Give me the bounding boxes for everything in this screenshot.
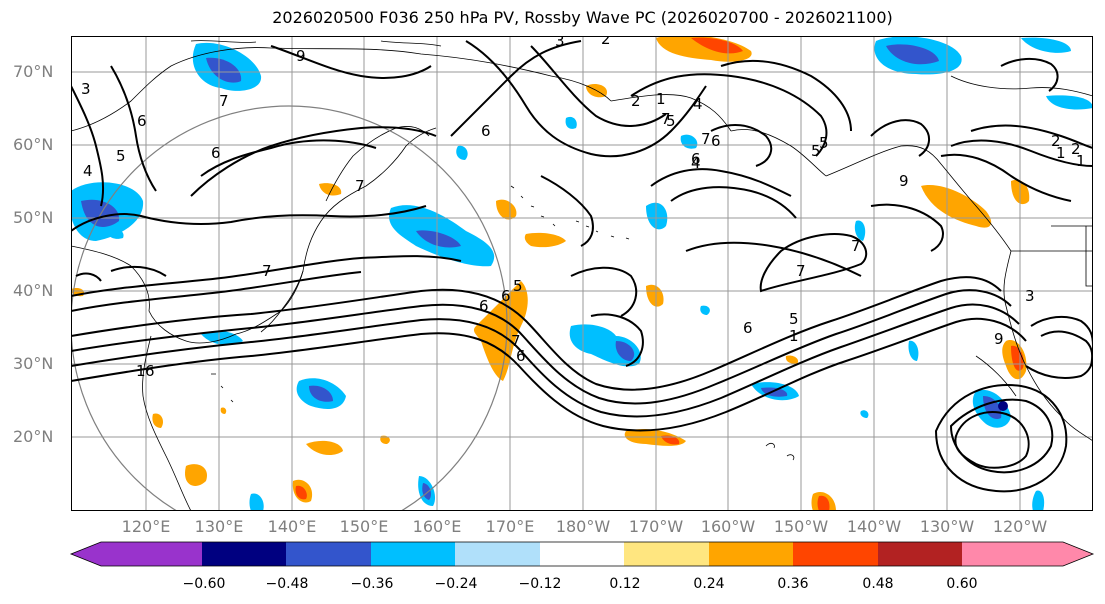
colorbar-tick-label: −0.36 bbox=[350, 576, 394, 592]
contour-label: 5 bbox=[789, 310, 799, 328]
lat-label-40n: 40°N bbox=[13, 281, 54, 300]
contour-label: 6 bbox=[501, 287, 511, 305]
contour-label: 9 bbox=[296, 47, 306, 65]
contour-label: 2 bbox=[631, 92, 641, 110]
contour-label: 1 bbox=[789, 327, 799, 345]
lon-label-130e: 130°E bbox=[194, 517, 244, 536]
colorbar-outline bbox=[69, 541, 1095, 567]
lat-label-70n: 70°N bbox=[13, 62, 54, 81]
contour-label: 3 bbox=[81, 80, 91, 98]
contour-label: 6 bbox=[211, 144, 221, 162]
lat-label-60n: 60°N bbox=[13, 135, 54, 154]
contour-label: 5 bbox=[811, 142, 821, 160]
contour-label: 6 bbox=[711, 132, 721, 150]
contour-label: 1 bbox=[136, 362, 146, 380]
colorbar-segment bbox=[793, 542, 878, 566]
lon-label-150w: 150°W bbox=[773, 517, 829, 536]
contour-label: 3 bbox=[555, 36, 565, 50]
lon-label-140e: 140°E bbox=[267, 517, 317, 536]
contour-label: 6 bbox=[481, 122, 491, 140]
contour-label: 2 bbox=[601, 36, 611, 48]
contour-label: 9 bbox=[899, 172, 909, 190]
lon-label-160w: 160°W bbox=[700, 517, 756, 536]
map-panel[interactable]: 3 2 7 6 5 4 6 7 7 6 2 1 7 6 4 5 7 6 5 9 … bbox=[71, 36, 1093, 511]
contour-label: 3 bbox=[1025, 287, 1035, 305]
pv-negative-shading bbox=[71, 36, 1093, 511]
contour-label: 7 bbox=[219, 92, 229, 110]
region-circle bbox=[71, 105, 508, 511]
contour-label: 6 bbox=[743, 319, 753, 337]
lon-label-120w: 120°W bbox=[992, 517, 1048, 536]
colorbar-tick-label: 0.60 bbox=[946, 576, 978, 592]
contour-label: 9 bbox=[994, 330, 1004, 348]
lon-label-170w: 170°W bbox=[628, 517, 684, 536]
colorbar bbox=[69, 541, 1095, 567]
colorbar-tick-label: −0.48 bbox=[265, 576, 309, 592]
contour-label: 1 bbox=[1056, 144, 1066, 162]
lat-label-50n: 50°N bbox=[13, 208, 54, 227]
colorbar-tick-label: 0.12 bbox=[609, 576, 641, 592]
lon-label-180w: 180°W bbox=[555, 517, 611, 536]
map-background bbox=[71, 36, 1093, 511]
contour-label: 5 bbox=[116, 147, 126, 165]
lat-label-30n: 30°N bbox=[13, 354, 54, 373]
contour-label: 7 bbox=[796, 262, 806, 280]
colorbar-tick-label: −0.12 bbox=[518, 576, 562, 592]
contour-label: 7 bbox=[262, 262, 272, 280]
lon-label-130w: 130°W bbox=[919, 517, 975, 536]
colorbar-segment bbox=[71, 542, 202, 566]
colorbar-tick-label: 0.36 bbox=[777, 576, 809, 592]
lat-label-20n: 20°N bbox=[13, 427, 54, 446]
colorbar-segment bbox=[624, 542, 709, 566]
contour-label: 5 bbox=[819, 134, 829, 152]
lon-label-150e: 150°E bbox=[339, 517, 389, 536]
contour-label: 6 bbox=[691, 150, 701, 168]
colorbar-segment bbox=[540, 542, 624, 566]
pv-contours bbox=[71, 40, 1093, 493]
lon-label-160e: 160°E bbox=[412, 517, 462, 536]
colorbar-tick-label: −0.60 bbox=[182, 576, 226, 592]
contour-label: 7 bbox=[511, 332, 521, 350]
colorbar-segment bbox=[455, 542, 540, 566]
contour-label: 6 bbox=[137, 112, 147, 130]
lon-label-120e: 120°E bbox=[121, 517, 171, 536]
contour-label: 7 bbox=[851, 237, 861, 255]
colorbar-segment bbox=[709, 542, 793, 566]
contour-label: 7 bbox=[701, 130, 711, 148]
colorbar-segment bbox=[202, 542, 286, 566]
contour-label: 2 bbox=[1071, 140, 1081, 158]
contour-label: 7 bbox=[355, 177, 365, 195]
contour-label: 6 bbox=[516, 347, 526, 365]
contour-label: 6 bbox=[145, 362, 155, 380]
contour-label: 4 bbox=[693, 95, 703, 113]
contour-label: 5 bbox=[513, 277, 523, 295]
colorbar-segment bbox=[878, 542, 962, 566]
contour-label: 5 bbox=[666, 112, 676, 130]
colorbar-segment bbox=[962, 542, 1093, 566]
contour-label: 4 bbox=[691, 154, 701, 172]
colorbar-segment bbox=[371, 542, 455, 566]
contour-label: 1 bbox=[656, 90, 666, 108]
contour-label: 7 bbox=[661, 110, 671, 128]
contour-label: 4 bbox=[83, 162, 93, 180]
contour-labels: 3 2 7 6 5 4 6 7 7 6 2 1 7 6 4 5 7 6 5 9 … bbox=[81, 36, 1086, 380]
contour-label: 6 bbox=[479, 297, 489, 315]
map-frame bbox=[71, 36, 1093, 511]
colorbar-tick-label: −0.24 bbox=[434, 576, 478, 592]
lon-label-170e: 170°E bbox=[485, 517, 535, 536]
contour-label: 2 bbox=[1051, 132, 1061, 150]
colorbar-tick-label: 0.48 bbox=[862, 576, 894, 592]
colorbar-tick-label: 0.24 bbox=[693, 576, 725, 592]
lon-label-140w: 140°W bbox=[846, 517, 902, 536]
coastlines bbox=[71, 40, 1093, 511]
map-title: 2026020500 F036 250 hPa PV, Rossby Wave … bbox=[272, 8, 893, 27]
contour-label: 1 bbox=[1076, 152, 1086, 170]
pv-positive-shading bbox=[71, 36, 1030, 511]
gridlines bbox=[71, 36, 1093, 511]
colorbar-segment bbox=[286, 542, 371, 566]
